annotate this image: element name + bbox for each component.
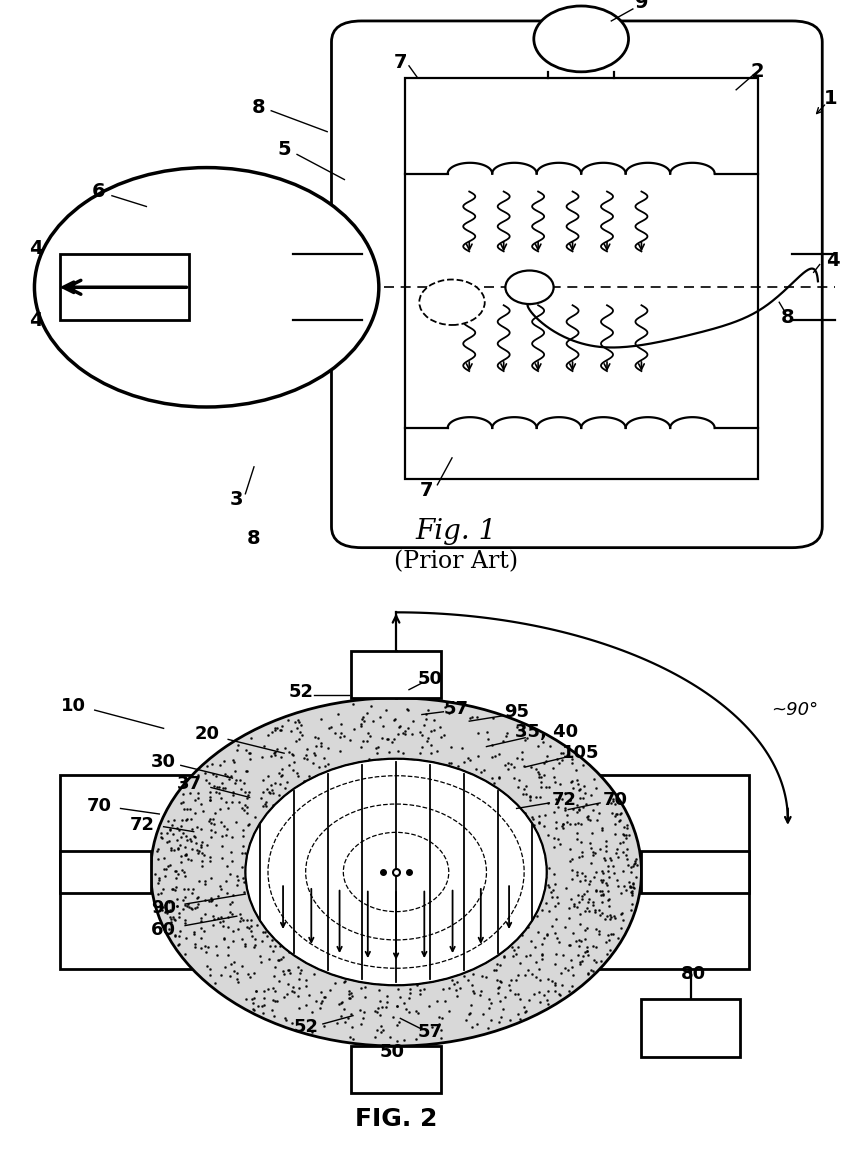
Circle shape <box>34 168 379 407</box>
Circle shape <box>505 270 554 304</box>
Text: 60: 60 <box>151 921 177 939</box>
Text: 105: 105 <box>562 745 600 762</box>
Text: 70: 70 <box>603 791 629 809</box>
Bar <box>60 254 189 320</box>
Text: 1: 1 <box>824 90 838 108</box>
Text: 6: 6 <box>92 182 106 201</box>
Text: 4: 4 <box>29 239 43 258</box>
Circle shape <box>419 280 485 325</box>
Text: 52: 52 <box>293 1017 319 1036</box>
Bar <box>405 78 758 479</box>
Text: 30: 30 <box>151 753 177 770</box>
Text: 7: 7 <box>393 53 407 73</box>
Bar <box>351 651 442 698</box>
Text: 9: 9 <box>635 0 648 13</box>
Text: (Prior Art): (Prior Art) <box>394 550 518 573</box>
Text: FIG. 2: FIG. 2 <box>355 1107 437 1131</box>
Text: 90: 90 <box>151 899 177 917</box>
Text: 8: 8 <box>251 98 265 117</box>
Text: 20: 20 <box>194 725 220 742</box>
Text: 95: 95 <box>504 703 530 721</box>
Ellipse shape <box>245 759 547 985</box>
Bar <box>60 776 749 969</box>
Bar <box>641 851 749 893</box>
Circle shape <box>534 6 629 71</box>
Text: Fig. 1: Fig. 1 <box>416 518 497 544</box>
Bar <box>60 851 151 893</box>
Text: 72: 72 <box>129 816 155 834</box>
Text: 80: 80 <box>680 966 706 983</box>
Text: 8: 8 <box>781 307 795 327</box>
Text: 8: 8 <box>247 529 261 548</box>
Text: 4: 4 <box>29 311 43 329</box>
Text: 50: 50 <box>418 670 443 687</box>
Text: 5: 5 <box>277 140 291 159</box>
Text: 4: 4 <box>826 251 839 269</box>
Ellipse shape <box>151 698 641 1046</box>
Text: 52: 52 <box>288 684 314 701</box>
Text: 72: 72 <box>551 791 577 809</box>
Text: ~90°: ~90° <box>771 701 818 718</box>
Bar <box>351 1046 442 1093</box>
Text: 37: 37 <box>177 775 202 793</box>
Text: 10: 10 <box>60 698 86 715</box>
Text: 70: 70 <box>86 796 112 815</box>
Text: 7: 7 <box>419 481 433 501</box>
Text: 35, 40: 35, 40 <box>515 723 579 741</box>
Text: 57: 57 <box>443 700 469 718</box>
Bar <box>641 999 740 1057</box>
Text: 57: 57 <box>418 1023 443 1042</box>
Text: 3: 3 <box>230 490 244 509</box>
Text: 50: 50 <box>379 1043 405 1060</box>
Text: 2: 2 <box>751 62 765 82</box>
